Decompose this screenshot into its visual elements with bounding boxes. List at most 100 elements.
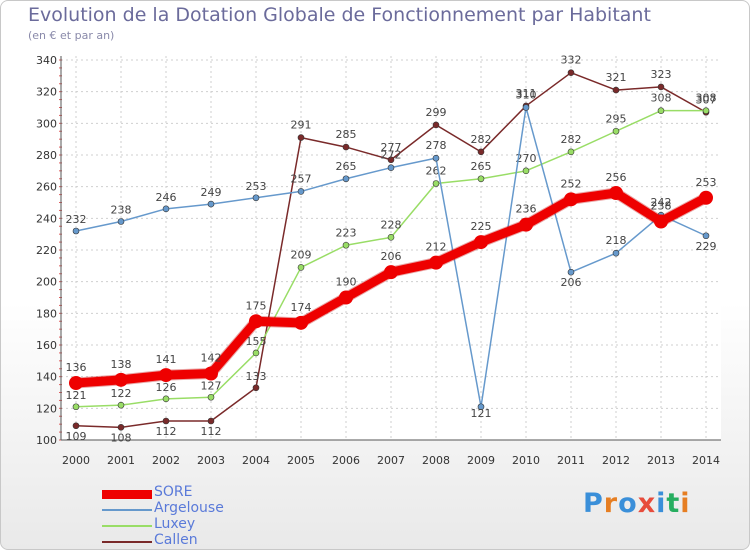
y-tick-label: 200	[36, 276, 57, 289]
data-point-callen	[207, 417, 215, 425]
data-point-callen	[72, 422, 80, 430]
x-tick-label: 2005	[287, 454, 315, 467]
data-point-luxey	[342, 241, 350, 249]
x-tick-label: 2001	[107, 454, 135, 467]
data-label-luxey: 308	[696, 92, 717, 105]
legend-label-sore: SORE	[154, 484, 193, 500]
data-point-argelouse	[612, 249, 620, 257]
data-label-callen: 311	[516, 87, 537, 100]
series-argelouse: 232 238 246 249 253 257 265 272 278 121 310 206 218 2…	[66, 89, 717, 420]
data-point-callen	[117, 424, 125, 431]
data-label-sore: 142	[201, 352, 222, 365]
y-tick-label: 260	[36, 181, 57, 194]
data-point-argelouse	[567, 268, 575, 276]
data-point-callen	[342, 143, 350, 151]
chart-title: Evolution de la Dotation Globale de Fonc…	[28, 4, 651, 26]
data-label-luxey: 270	[516, 152, 537, 165]
data-label-sore: 238	[651, 200, 672, 213]
data-point-callen	[477, 148, 485, 156]
data-label-argelouse: 246	[156, 191, 177, 204]
data-point-argelouse	[252, 194, 260, 202]
y-tick-label: 140	[36, 371, 57, 384]
data-label-callen: 109	[66, 430, 87, 443]
data-point-argelouse	[72, 227, 80, 235]
legend-label-luxey: Luxey	[154, 516, 196, 532]
data-point-luxey	[252, 349, 260, 357]
x-tick-label: 2011	[557, 454, 585, 467]
data-label-luxey: 262	[426, 165, 447, 178]
data-label-callen: 112	[201, 425, 222, 438]
proxiti-logo: Proxiti	[583, 488, 691, 519]
data-label-sore: 252	[561, 177, 582, 190]
data-label-luxey: 155	[246, 335, 267, 348]
data-label-luxey: 228	[381, 218, 402, 231]
data-point-callen	[567, 69, 575, 76]
data-label-argelouse: 310	[516, 89, 537, 102]
data-label-sore: 236	[516, 203, 537, 216]
y-tick-label: 160	[36, 339, 57, 352]
data-point-luxey	[162, 395, 170, 403]
data-point-argelouse	[297, 188, 305, 195]
data-point-callen	[612, 86, 620, 94]
data-point-luxey	[657, 107, 665, 114]
data-point-luxey	[612, 127, 620, 135]
data-label-luxey: 282	[561, 133, 582, 146]
data-label-luxey: 308	[651, 92, 672, 105]
data-point-argelouse	[162, 205, 170, 213]
data-label-callen: 307	[696, 93, 717, 106]
data-label-callen: 332	[561, 54, 582, 67]
y-tick-label: 280	[36, 149, 57, 162]
data-point-sore	[654, 214, 668, 229]
x-tick-label: 2014	[692, 454, 720, 467]
data-point-sore	[519, 217, 533, 232]
data-label-sore: 175	[246, 299, 267, 312]
data-label-argelouse: 272	[381, 149, 402, 162]
x-tick-label: 2012	[602, 454, 630, 467]
data-label-callen: 112	[156, 425, 177, 438]
data-label-sore: 138	[111, 358, 132, 371]
data-point-sore	[159, 368, 173, 383]
data-point-sore	[339, 290, 353, 305]
data-label-sore: 256	[606, 171, 627, 184]
data-label-luxey: 121	[66, 389, 87, 402]
data-point-sore	[294, 315, 308, 330]
data-label-sore: 206	[381, 250, 402, 263]
data-label-sore: 253	[696, 176, 717, 189]
data-point-luxey	[207, 393, 215, 401]
x-tick-label: 2003	[197, 454, 225, 467]
x-tick-label: 2002	[152, 454, 180, 467]
data-label-sore: 225	[471, 220, 492, 233]
data-label-argelouse: 242	[651, 196, 672, 209]
logo-letter: i	[656, 488, 667, 519]
data-label-argelouse: 249	[201, 186, 222, 199]
data-label-argelouse: 229	[696, 240, 717, 253]
data-point-sore	[474, 235, 488, 250]
data-point-luxey	[702, 107, 710, 114]
y-tick-label: 180	[36, 307, 57, 320]
data-label-luxey: 126	[156, 381, 177, 394]
legend-swatch-sore	[102, 490, 152, 499]
data-point-argelouse	[522, 104, 530, 111]
logo-letter: i	[680, 488, 691, 519]
data-label-luxey: 127	[201, 379, 222, 392]
data-label-callen: 133	[246, 370, 267, 383]
data-point-callen	[162, 417, 170, 425]
x-tick-label: 2006	[332, 454, 360, 467]
data-label-argelouse: 218	[606, 234, 627, 247]
x-tick-label: 2013	[647, 454, 675, 467]
data-label-sore: 174	[291, 301, 312, 314]
data-label-argelouse: 232	[66, 213, 87, 226]
data-point-sore	[384, 265, 398, 280]
data-point-sore	[249, 314, 263, 329]
data-point-luxey	[72, 403, 80, 411]
data-point-argelouse	[702, 232, 710, 240]
legend-swatch-luxey	[102, 525, 152, 527]
chart-subtitle: (en € et par an)	[28, 29, 115, 42]
y-tick-label: 320	[36, 86, 57, 99]
y-tick-label: 240	[36, 212, 57, 225]
data-label-argelouse: 206	[561, 276, 582, 289]
legend-label-argelouse: Argelouse	[154, 500, 224, 516]
data-label-sore: 190	[336, 276, 357, 289]
y-tick-label: 120	[36, 402, 57, 415]
y-tick-label: 100	[36, 434, 57, 447]
